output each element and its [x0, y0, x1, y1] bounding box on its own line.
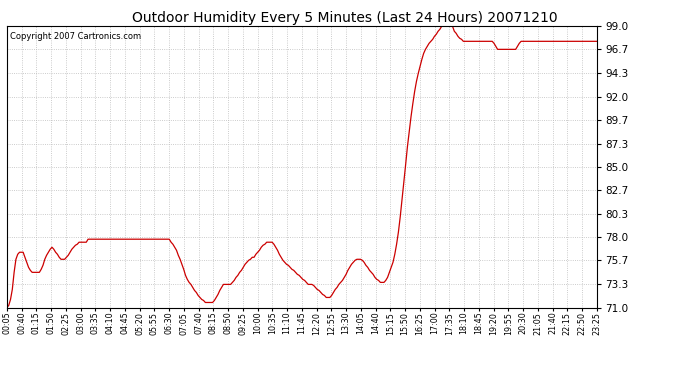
Text: Outdoor Humidity Every 5 Minutes (Last 24 Hours) 20071210: Outdoor Humidity Every 5 Minutes (Last 2…	[132, 11, 558, 25]
Text: Copyright 2007 Cartronics.com: Copyright 2007 Cartronics.com	[10, 32, 141, 41]
